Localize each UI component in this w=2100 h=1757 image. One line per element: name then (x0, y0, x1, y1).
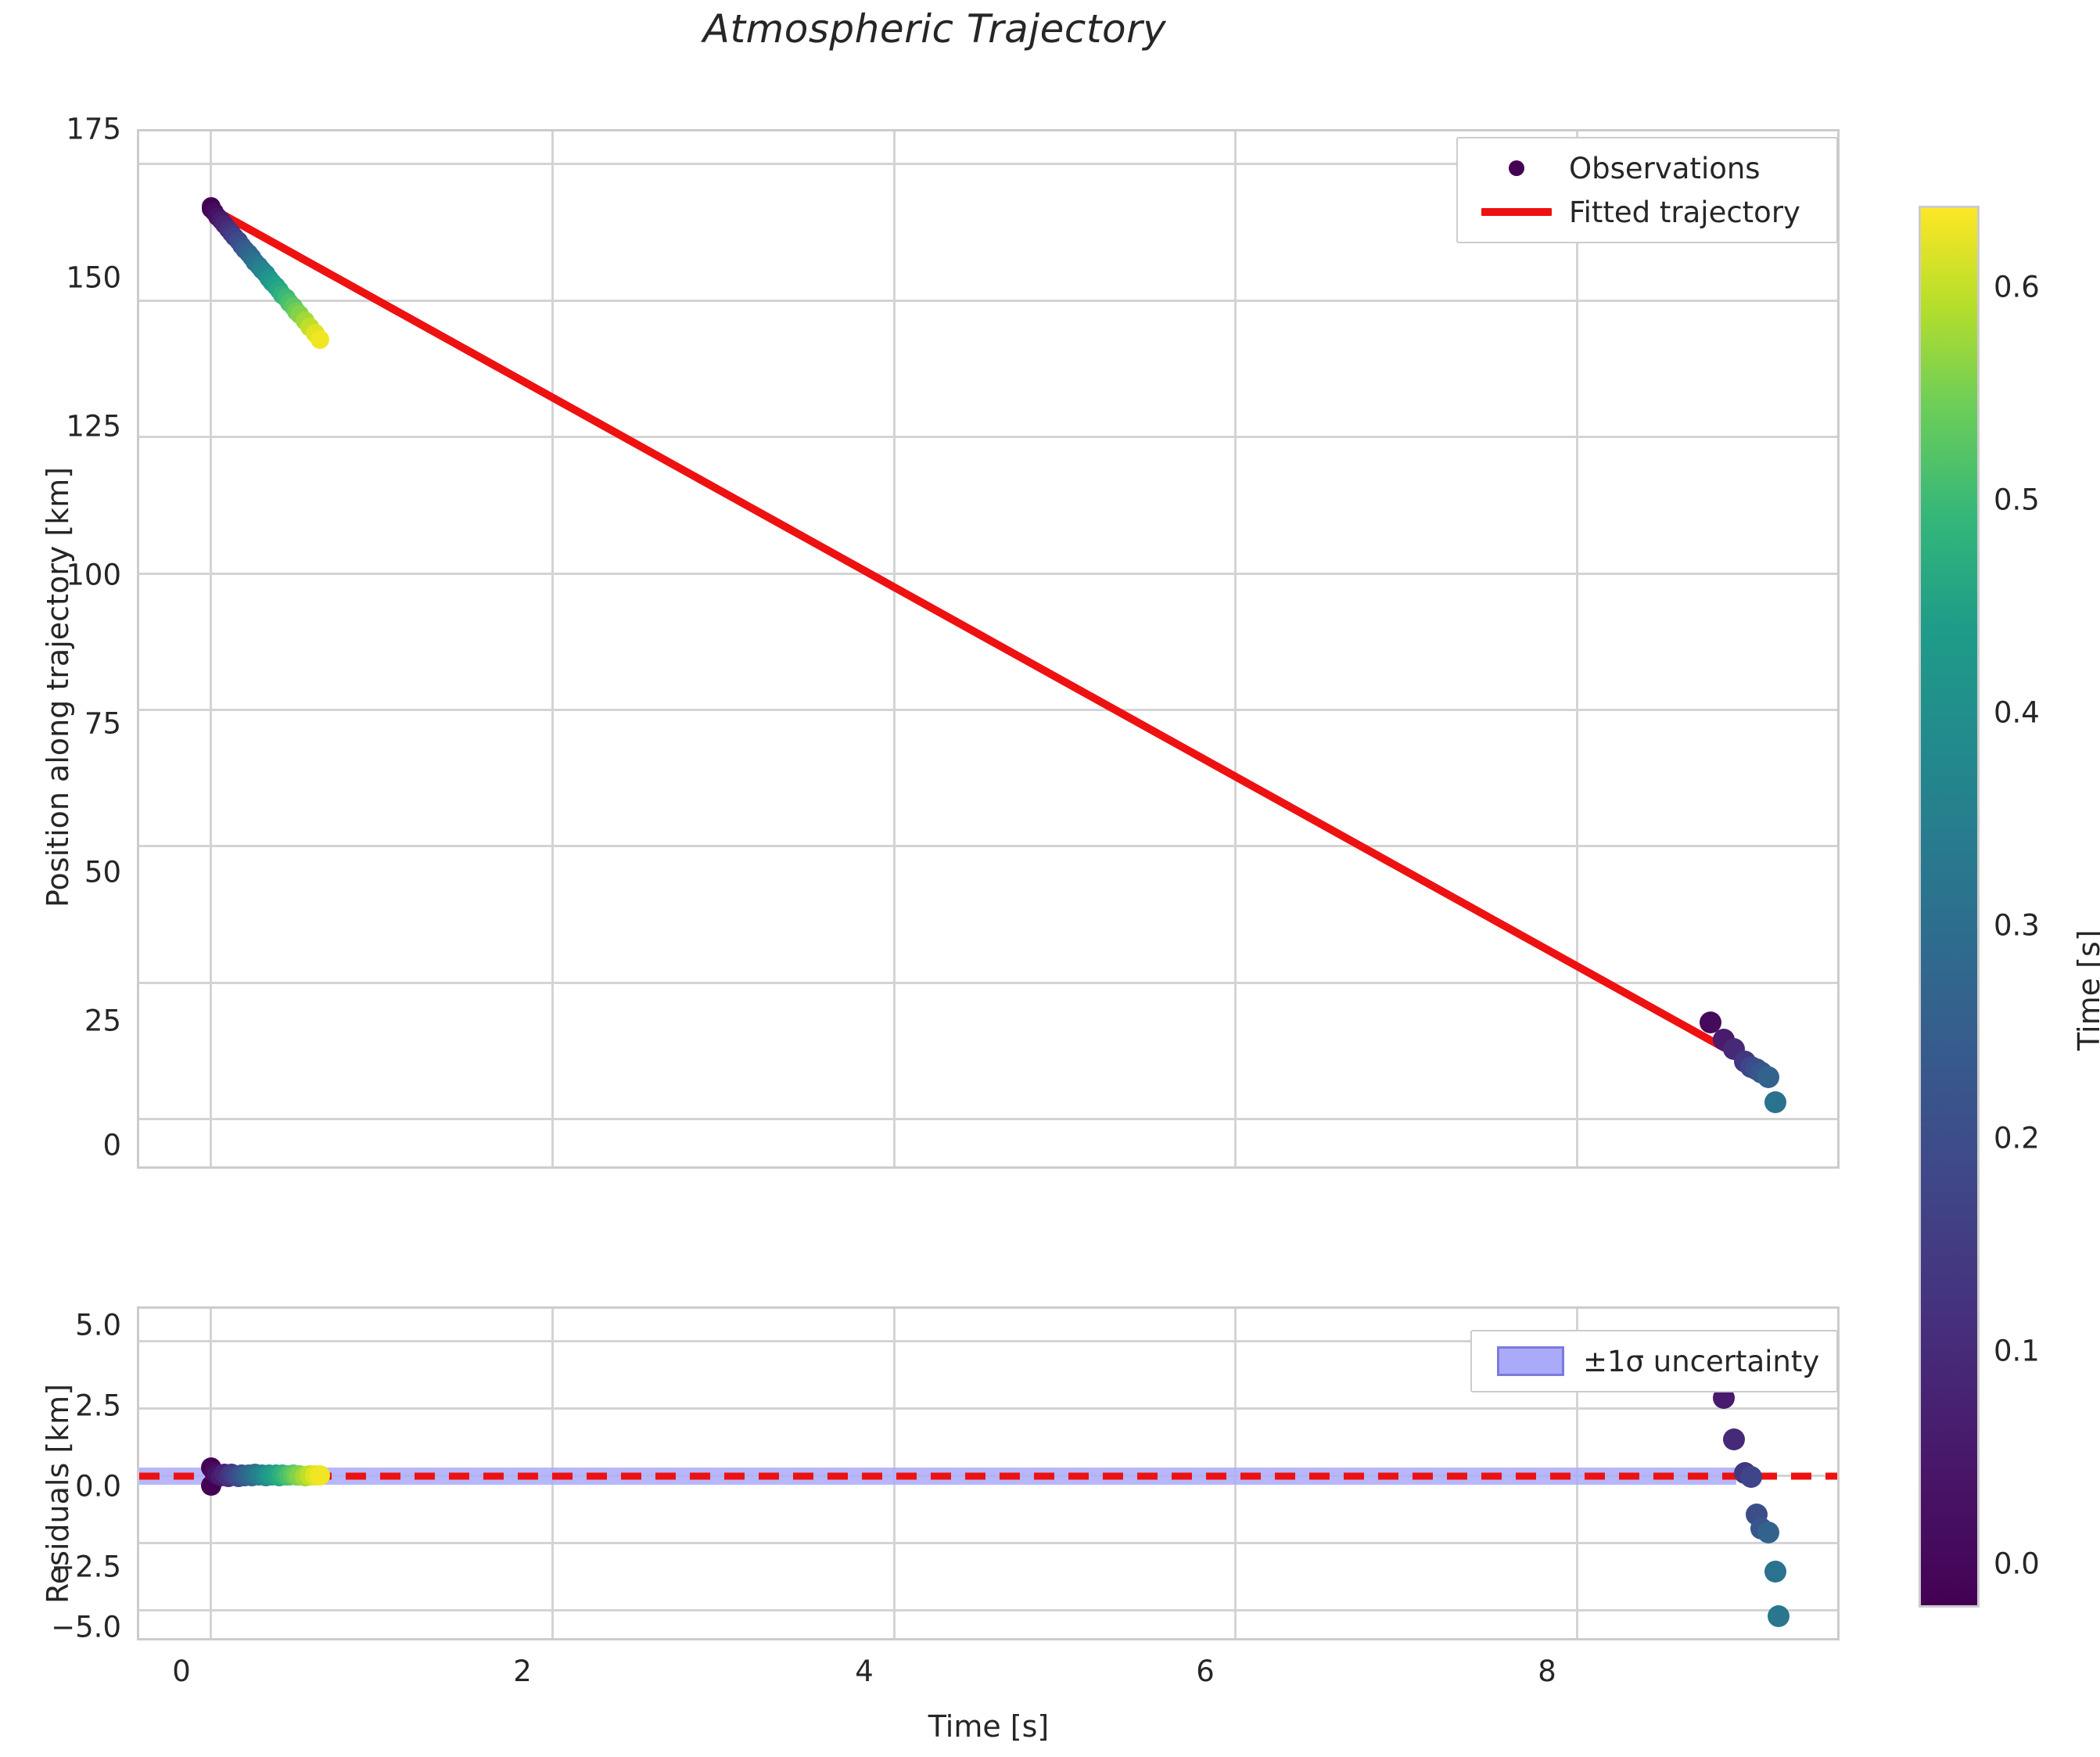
xtick-4: 8 (1538, 1655, 1556, 1688)
legend-item-uncertainty: ±1σ uncertainty (1484, 1339, 1824, 1383)
observation-point (1764, 1091, 1786, 1114)
xtick-3: 6 (1196, 1655, 1215, 1688)
residual-point (1740, 1466, 1763, 1489)
fitted-line-icon (1470, 208, 1563, 216)
colorbar-label: Time [s] (2072, 929, 2100, 1051)
residual-point (1723, 1428, 1746, 1450)
cbar-tick-0: 0.6 (1994, 270, 2040, 304)
observation-point (1757, 1066, 1780, 1088)
uncertainty-patch-icon (1484, 1346, 1577, 1376)
main-ytick-3: 100 (66, 558, 121, 592)
gridline-horizontal (139, 845, 1837, 848)
main-legend: Observations Fitted trajectory (1456, 137, 1838, 243)
main-ytick-4: 75 (84, 706, 121, 741)
xtick-0: 0 (172, 1655, 191, 1688)
xtick-1: 2 (513, 1655, 532, 1688)
resid-ytick-0: 5.0 (75, 1308, 121, 1342)
resid-ytick-4: −5.0 (51, 1610, 121, 1644)
residual-point (1768, 1604, 1790, 1627)
cbar-tick-4: 0.2 (1994, 1121, 2040, 1155)
legend-label-uncertainty: ±1σ uncertainty (1583, 1344, 1820, 1378)
residual-point (1764, 1560, 1786, 1583)
gridline-horizontal (139, 1609, 1837, 1612)
gridline-horizontal (139, 1118, 1837, 1121)
gridline-vertical (1576, 131, 1579, 1166)
main-ytick-0: 175 (66, 112, 121, 146)
gridline-vertical (210, 131, 213, 1166)
cbar-tick-5: 0.1 (1994, 1334, 2040, 1368)
gridline-horizontal (139, 436, 1837, 439)
cbar-tick-2: 0.4 (1994, 695, 2040, 730)
observation-point (311, 329, 330, 349)
legend-item-observations: Observations (1470, 146, 1824, 190)
main-ytick-7: 0 (102, 1128, 121, 1162)
gridline-horizontal (139, 708, 1837, 711)
resid-ylabel: Residuals [km] (41, 1383, 75, 1604)
main-ytick-6: 25 (84, 1004, 121, 1038)
gridline-horizontal (139, 1542, 1837, 1545)
gridline-vertical (551, 131, 554, 1166)
resid-ytick-2: 0.0 (75, 1469, 121, 1504)
gridline-horizontal (139, 1339, 1837, 1342)
residual-legend: ±1σ uncertainty (1470, 1330, 1838, 1392)
main-ytick-1: 150 (66, 260, 121, 295)
gridline-horizontal (139, 981, 1837, 984)
resid-ytick-1: 2.5 (75, 1389, 121, 1423)
fitted-trajectory-line (209, 204, 1771, 1076)
gridline-horizontal (139, 299, 1837, 302)
resid-ytick-3: −2.5 (51, 1550, 121, 1584)
observations-marker-icon (1470, 160, 1563, 176)
page-title: Atmospheric Trajectory (702, 6, 1167, 52)
residual-zero-line (139, 1472, 1837, 1479)
gridline-horizontal (139, 163, 1837, 166)
xlabel: Time [s] (928, 1709, 1050, 1744)
main-ytick-2: 125 (66, 409, 121, 444)
xtick-2: 4 (855, 1655, 874, 1688)
gridline-horizontal (139, 1407, 1837, 1410)
cbar-tick-3: 0.3 (1994, 908, 2040, 943)
main-ytick-5: 50 (84, 855, 121, 889)
main-plot-axes (137, 129, 1840, 1169)
main-ylabel: Position along trajectory [km] (41, 466, 75, 907)
cbar-tick-6: 0.0 (1994, 1547, 2040, 1581)
cbar-tick-1: 0.5 (1994, 483, 2040, 517)
gridline-vertical (1234, 131, 1237, 1166)
gridline-horizontal (139, 572, 1837, 575)
residual-point (1757, 1521, 1780, 1543)
colorbar-gradient (1919, 206, 1980, 1608)
legend-label-fitted: Fitted trajectory (1569, 195, 1800, 229)
residual-point (310, 1464, 331, 1486)
legend-label-observations: Observations (1569, 151, 1761, 185)
gridline-vertical (892, 131, 896, 1166)
legend-item-fitted: Fitted trajectory (1470, 190, 1824, 234)
